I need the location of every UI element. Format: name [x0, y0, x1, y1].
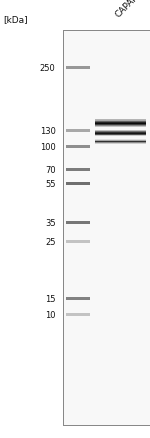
Text: 10: 10: [45, 310, 56, 319]
Text: [kDa]: [kDa]: [3, 15, 28, 24]
Bar: [66, 297, 90, 300]
Text: 130: 130: [40, 127, 56, 136]
Text: 35: 35: [45, 219, 56, 228]
Bar: [66, 146, 90, 149]
FancyBboxPatch shape: [63, 31, 150, 425]
Bar: [66, 182, 90, 186]
Bar: [66, 130, 90, 133]
Bar: [66, 169, 90, 171]
Text: 250: 250: [40, 64, 56, 72]
Text: 25: 25: [45, 237, 56, 246]
Bar: [66, 222, 90, 225]
Text: 70: 70: [45, 166, 56, 174]
Text: 55: 55: [45, 180, 56, 188]
Bar: [66, 240, 90, 244]
Bar: [66, 67, 90, 69]
Bar: [66, 313, 90, 316]
Text: 100: 100: [40, 143, 56, 152]
Text: CAPAN-2: CAPAN-2: [114, 0, 147, 20]
Text: 15: 15: [45, 294, 56, 303]
